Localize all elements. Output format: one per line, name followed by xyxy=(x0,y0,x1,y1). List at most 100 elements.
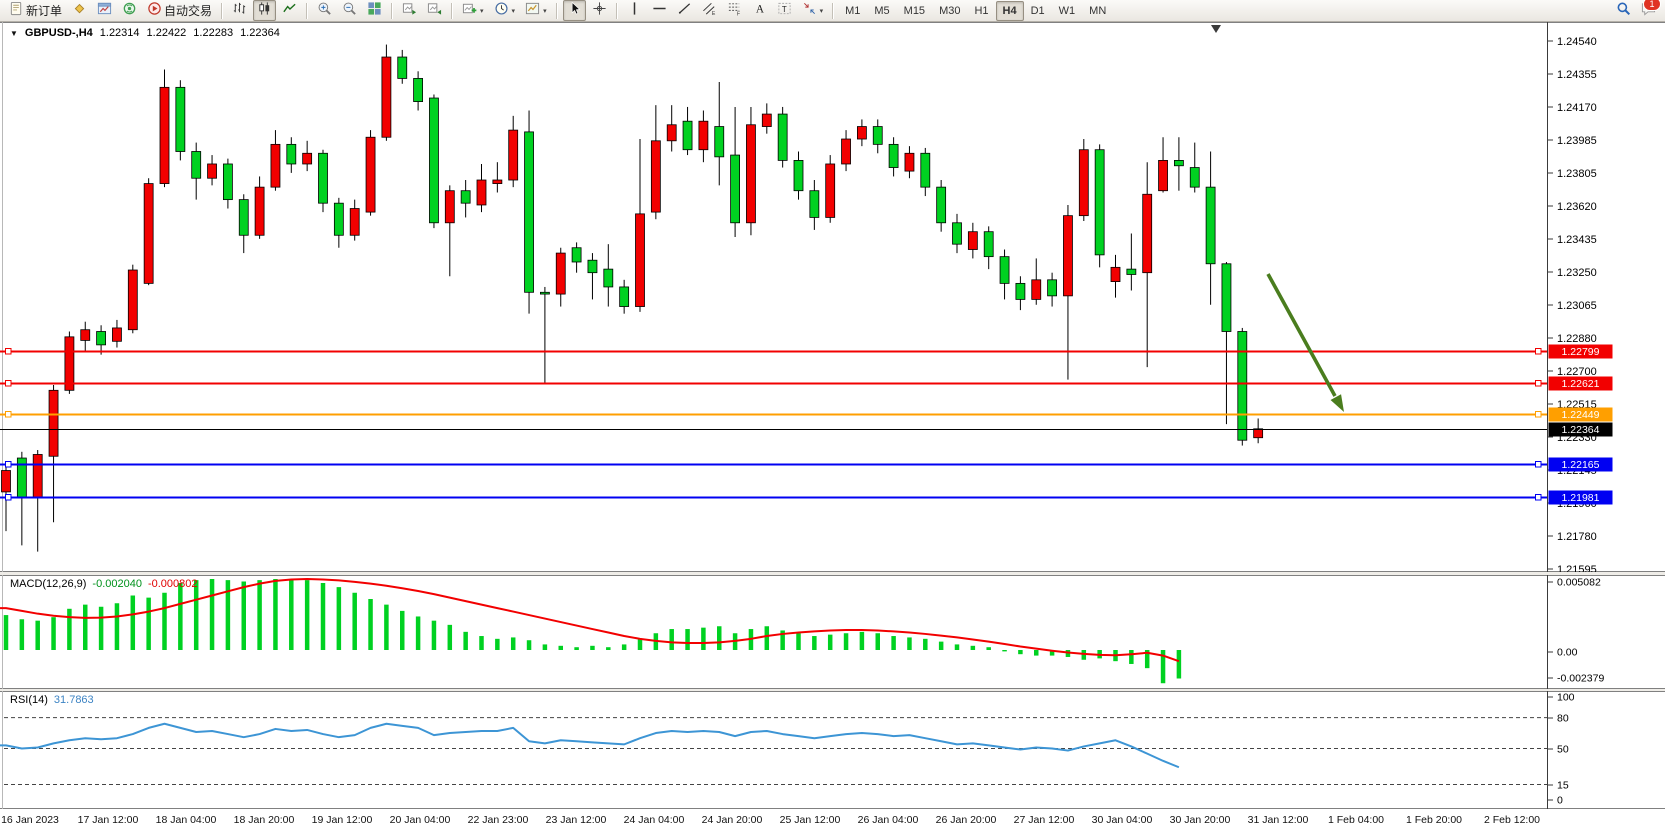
trendline-button[interactable] xyxy=(673,0,696,21)
template-icon xyxy=(525,1,540,21)
price-axis-label: 1.23435 xyxy=(1557,234,1597,246)
zoom-out-button[interactable] xyxy=(338,0,361,21)
candle xyxy=(746,106,756,236)
toolbar-separator xyxy=(615,2,618,19)
templates-button[interactable]: ▾ xyxy=(521,0,551,21)
auto-scroll-icon xyxy=(402,1,417,21)
new-chart-button[interactable]: ▾ xyxy=(458,0,488,21)
new-order-button[interactable]: 新订单 xyxy=(5,0,66,21)
arrows-button[interactable]: ▾ xyxy=(798,0,828,21)
timeframe-h4[interactable]: H4 xyxy=(995,0,1024,21)
price-axis-label: 1.23065 xyxy=(1557,300,1597,312)
notifications-button[interactable]: 1 xyxy=(1637,0,1661,21)
vertical-line-icon xyxy=(627,1,642,21)
candle xyxy=(270,130,281,191)
chart-menu-arrow-icon[interactable]: ▼ xyxy=(10,28,18,38)
text-button[interactable]: A xyxy=(748,0,771,21)
gold-chart-button[interactable] xyxy=(68,0,91,21)
candle xyxy=(48,384,59,523)
horizontal-line-button[interactable] xyxy=(648,0,671,21)
market-watch-button[interactable] xyxy=(118,0,141,21)
notification-badge: 1 xyxy=(1643,0,1661,11)
price-badge: 1.22165 xyxy=(1562,459,1600,471)
crosshair-button[interactable] xyxy=(588,0,611,21)
auto-trading-label: 自动交易 xyxy=(164,4,213,18)
search-button[interactable] xyxy=(1612,0,1635,21)
candle-chart-button[interactable] xyxy=(253,0,277,21)
support-line-1[interactable]: 1.22165 xyxy=(0,457,1613,472)
candle xyxy=(143,178,154,286)
rsi-name: RSI(14) xyxy=(10,694,48,706)
ohlc-low: 1.22283 xyxy=(193,27,234,39)
fibonacci-button[interactable]: F xyxy=(723,0,746,21)
dropdown-caret-icon[interactable]: ▾ xyxy=(819,7,824,15)
zoom-in-button[interactable] xyxy=(313,0,336,21)
line-chart-icon xyxy=(282,1,297,21)
candle xyxy=(1158,137,1168,193)
support-line-2[interactable]: 1.21981 xyxy=(0,490,1613,505)
arrows-icon xyxy=(802,1,817,21)
auto-trading-button[interactable]: 自动交易 xyxy=(143,0,216,21)
price-chart-panel[interactable]: 1.24540 1.24355 1.24170 1.23985 1.23805 1.236… xyxy=(0,22,1665,572)
timeframe-m5[interactable]: M5 xyxy=(874,4,890,17)
price-badge: 1.22799 xyxy=(1562,346,1600,358)
resistance-line-1[interactable]: 1.22799 xyxy=(0,344,1613,359)
price-axis-label: 1.22700 xyxy=(1557,366,1597,378)
bar-chart-button[interactable] xyxy=(228,0,251,21)
time-axis[interactable]: 16 Jan 2023 17 Jan 12:00 18 Jan 04:00 18 Ja… xyxy=(0,809,1665,833)
dropdown-caret-icon[interactable]: ▾ xyxy=(480,7,484,15)
candle xyxy=(238,194,249,254)
rsi-panel[interactable]: 100 80 50 15 0 xyxy=(0,691,1665,809)
line-chart-button[interactable] xyxy=(278,0,301,21)
trendline-icon xyxy=(677,1,692,21)
chart-shift-button[interactable] xyxy=(423,0,446,21)
time-axis-label: 26 Jan 20:00 xyxy=(935,814,997,826)
auto-scroll-button[interactable] xyxy=(398,0,421,21)
timeframe-mn[interactable]: MN xyxy=(1089,4,1107,17)
dropdown-caret-icon[interactable]: ▾ xyxy=(543,7,547,15)
candle xyxy=(222,158,233,209)
toolbar-separator xyxy=(832,2,835,19)
candle xyxy=(1031,258,1042,305)
timeframe-m15[interactable]: M15 xyxy=(903,4,926,17)
profiles-button[interactable]: ▾ xyxy=(490,0,520,21)
timeframe-h1[interactable]: H1 xyxy=(974,4,989,17)
tile-windows-button[interactable] xyxy=(363,0,386,21)
equidistant-channel-button[interactable]: E xyxy=(698,0,721,21)
candle xyxy=(650,105,661,220)
candle-chart-icon xyxy=(257,1,272,21)
toolbar-separator xyxy=(306,2,309,19)
candle xyxy=(619,279,630,314)
candle xyxy=(1015,276,1026,311)
data-window-button[interactable] xyxy=(93,0,116,21)
pivot-line-orange[interactable]: 1.22449 xyxy=(0,407,1613,422)
sell-arrow-annotation[interactable] xyxy=(1266,273,1344,412)
candle xyxy=(159,69,170,188)
ohlc-close: 1.22364 xyxy=(240,27,280,39)
rsi-value: 31.7863 xyxy=(53,694,94,706)
candle xyxy=(64,331,75,394)
timeframe-m30[interactable]: M30 xyxy=(939,4,961,17)
symbol-ohlc-line: ▼ GBPUSD-,H4 1.22314 1.22422 1.22283 1.2… xyxy=(10,27,280,39)
cursor-button[interactable] xyxy=(562,0,586,21)
timeframe-d1[interactable]: D1 xyxy=(1030,4,1045,17)
macd-signal-value: -0.000802 xyxy=(147,578,198,590)
vertical-line-button[interactable] xyxy=(623,0,646,21)
macd-label: MACD(12,26,9) -0.002040 -0.000802 xyxy=(10,578,198,590)
chart-shift-marker-icon[interactable] xyxy=(1211,25,1221,33)
macd-name: MACD(12,26,9) xyxy=(10,578,87,590)
candle xyxy=(508,115,519,188)
timeframe-w1[interactable]: W1 xyxy=(1058,4,1076,17)
ohlc-high: 1.22422 xyxy=(146,27,187,39)
dropdown-caret-icon[interactable]: ▾ xyxy=(511,7,516,15)
candle xyxy=(191,142,202,200)
candle xyxy=(1078,139,1089,222)
candle xyxy=(761,103,772,134)
candle xyxy=(492,162,503,193)
resistance-line-2[interactable]: 1.22621 xyxy=(0,376,1613,391)
candle xyxy=(429,94,439,229)
timeframe-m1[interactable]: M1 xyxy=(845,4,861,17)
macd-panel[interactable]: 0.005082 0.00 -0.002379 xyxy=(0,575,1665,689)
price-axis-label: 1.23250 xyxy=(1557,267,1597,279)
text-label-button[interactable]: T xyxy=(773,0,796,21)
